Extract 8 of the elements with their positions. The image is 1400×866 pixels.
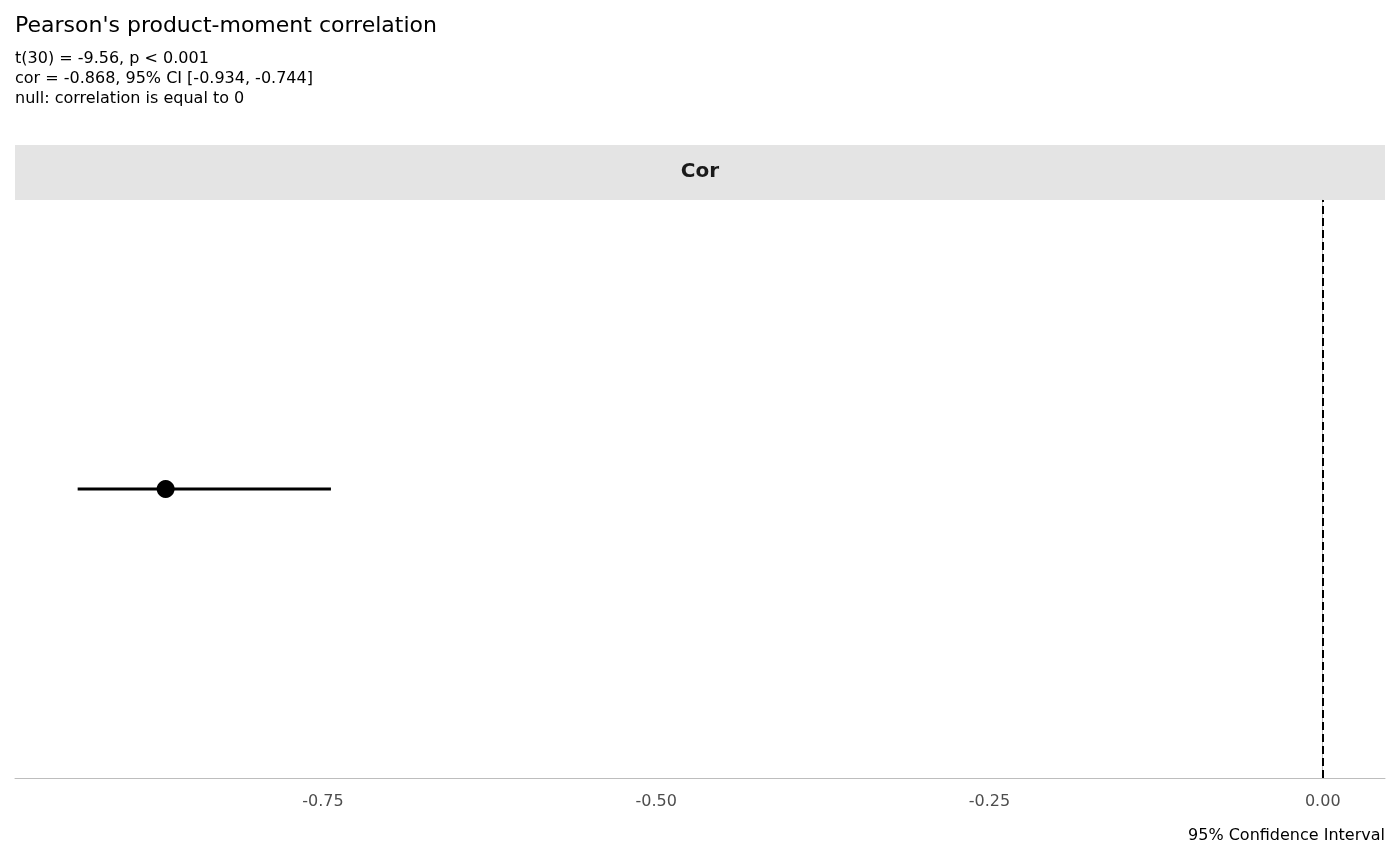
chart-title: Pearson's product-moment correlation [15,11,437,37]
x-tick-label: 0.00 [1304,790,1341,810]
chart-subtitle: t(30) = -9.56, p < 0.001 cor = -0.868, 95% CI [-0.934, -0.744] null: correlation is equal to 0 [15,47,313,107]
x-tick-label: -0.25 [968,790,1011,810]
x-tick-label: -0.50 [635,790,677,810]
x-tick-label: -0.75 [302,790,344,810]
text: Cor [680,158,720,182]
x-axis-title: 95% Confidence Interval [1188,824,1385,844]
